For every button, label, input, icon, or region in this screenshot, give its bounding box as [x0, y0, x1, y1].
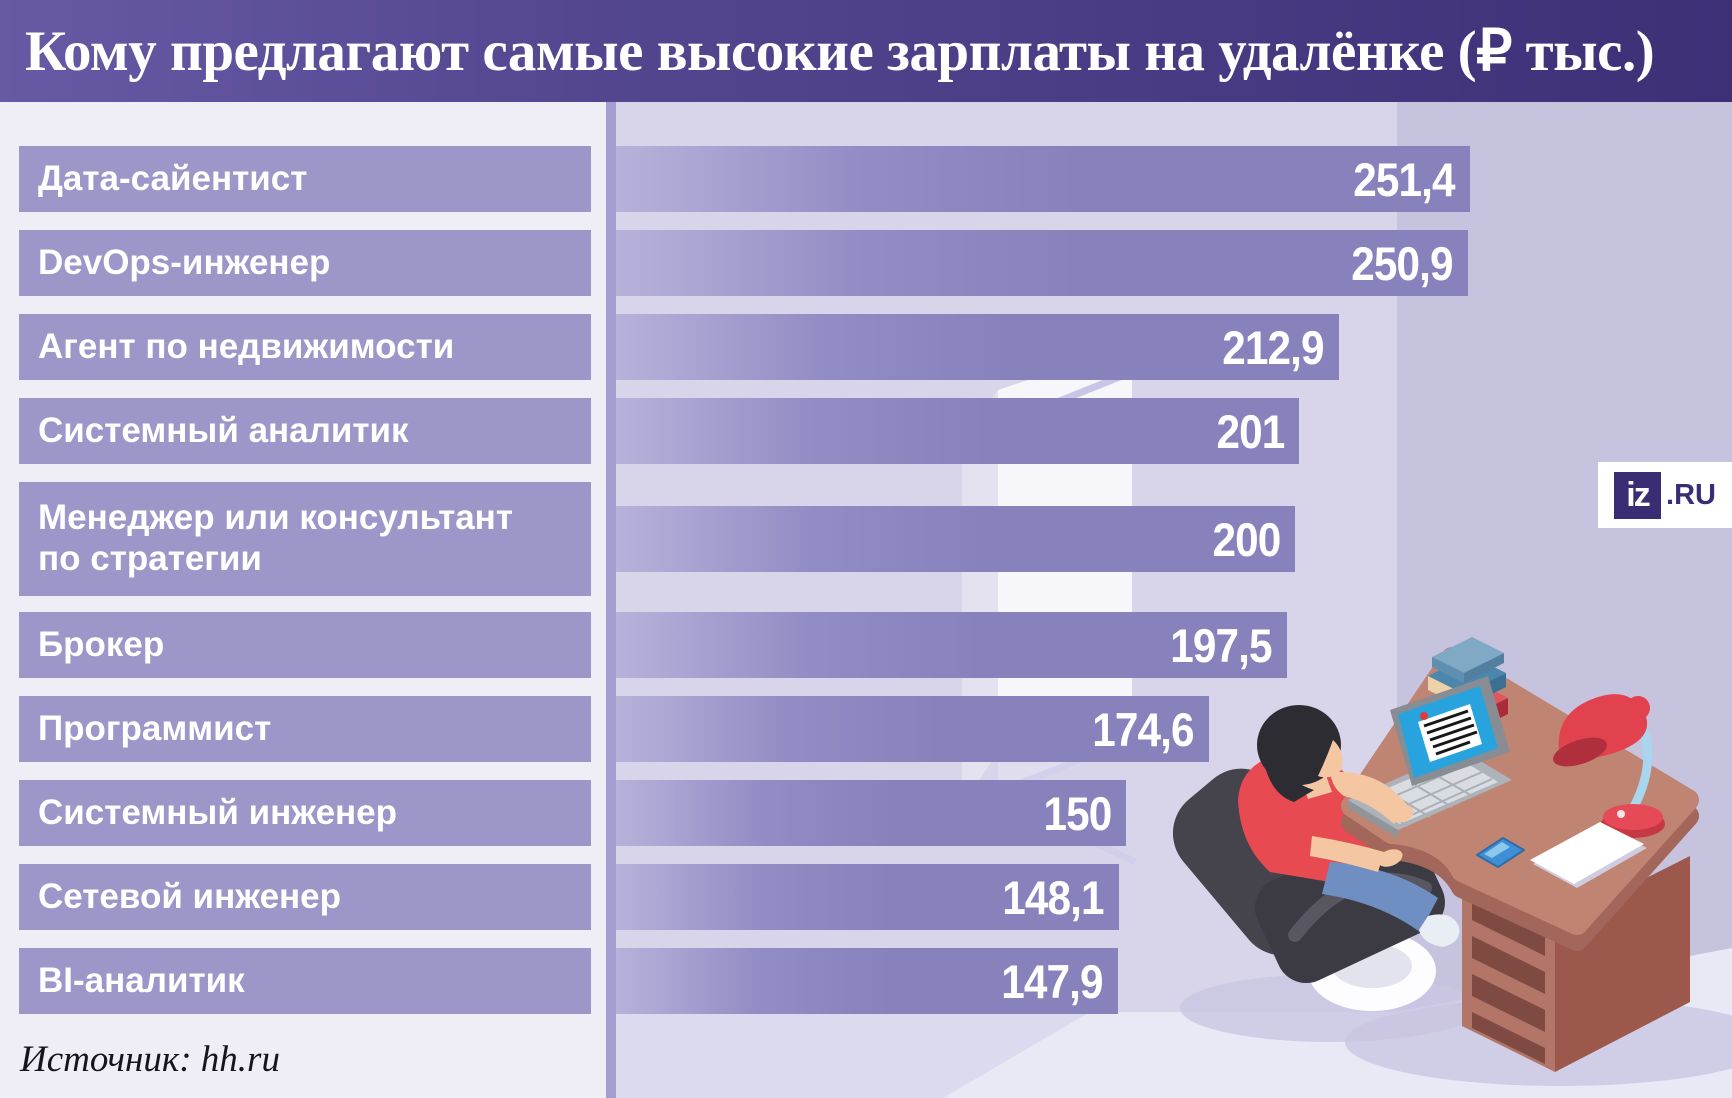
smartphone-icon: [1476, 837, 1525, 868]
category-panel-background: [0, 102, 606, 1098]
izru-logo-mark: iz: [1614, 471, 1662, 519]
header: Кому предлагают самые высокие зарплаты н…: [0, 0, 1732, 102]
axis-divider: [606, 102, 616, 1098]
desk-lamp-icon: [1553, 694, 1665, 838]
page-title: Кому предлагают самые высокие зарплаты н…: [25, 20, 1655, 83]
person-arms: [1310, 771, 1414, 872]
remote-work-illustration: [616, 345, 1732, 1098]
izru-logo-suffix: .RU: [1666, 478, 1716, 511]
source-caption: Источник: hh.ru: [20, 1039, 280, 1080]
izru-logo: iz .RU: [1598, 462, 1732, 528]
paper-sheet-icon: [1530, 822, 1647, 888]
open-door-icon: [960, 345, 1137, 866]
sneaker: [1419, 914, 1460, 947]
jeans-leg: [1322, 862, 1438, 932]
